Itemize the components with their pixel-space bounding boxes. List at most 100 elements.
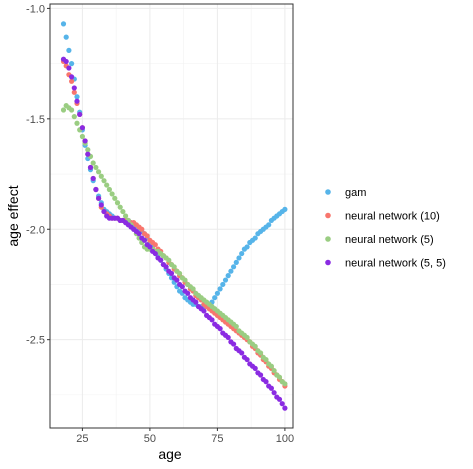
data-point — [96, 195, 102, 201]
data-point — [98, 202, 104, 208]
data-point — [136, 231, 142, 237]
data-point — [217, 326, 223, 332]
data-point — [225, 334, 231, 341]
x-tick-label: 25 — [76, 433, 88, 445]
data-point — [222, 277, 229, 283]
data-point — [171, 264, 177, 270]
data-point — [152, 242, 158, 248]
data-point — [101, 208, 107, 215]
x-tick-label: 75 — [211, 433, 223, 445]
x-axis-title: age — [158, 446, 182, 462]
data-point — [268, 363, 274, 369]
data-point — [96, 169, 102, 175]
data-point — [244, 356, 250, 363]
data-point — [236, 255, 242, 261]
data-point — [282, 206, 288, 212]
data-point — [177, 270, 183, 277]
data-point — [263, 379, 269, 385]
legend-key — [325, 259, 331, 266]
legend: gam neural network (10) neural network (5)… — [325, 187, 446, 270]
data-point — [174, 277, 180, 283]
data-point — [63, 34, 69, 40]
y-axis: -1.0 -1.5 -2.0 -2.5 — [26, 3, 50, 347]
legend-key — [325, 189, 331, 195]
data-point — [144, 233, 150, 239]
x-tick-label: 100 — [276, 433, 294, 445]
data-point — [112, 195, 118, 201]
data-point — [268, 385, 274, 391]
data-point — [209, 317, 215, 323]
data-point — [239, 350, 245, 356]
data-point — [276, 396, 283, 402]
data-point — [79, 133, 85, 140]
data-point — [258, 350, 264, 356]
data-point — [271, 367, 277, 374]
y-tick-label: -1.0 — [26, 3, 45, 15]
data-point — [74, 94, 80, 100]
data-point — [252, 235, 258, 241]
data-point — [239, 250, 245, 257]
data-point — [71, 85, 77, 91]
data-point — [69, 61, 75, 67]
data-point — [233, 323, 239, 330]
data-point — [69, 74, 75, 80]
legend-label: gam — [345, 187, 366, 199]
series-points — [60, 56, 288, 411]
data-point — [201, 308, 207, 314]
data-point — [190, 286, 196, 292]
data-point — [185, 290, 191, 296]
data-point — [90, 175, 96, 182]
data-point — [93, 164, 99, 171]
data-point — [282, 405, 288, 411]
data-point — [263, 356, 269, 363]
data-point — [101, 178, 107, 184]
legend-label: neural network (10) — [345, 211, 440, 223]
data-point — [71, 114, 77, 120]
data-point — [98, 173, 104, 179]
y-axis-title: age effect — [5, 185, 21, 246]
data-point — [147, 244, 153, 250]
data-point — [271, 390, 277, 396]
data-point — [79, 125, 85, 131]
data-point — [244, 334, 250, 341]
x-tick-label: 50 — [144, 433, 156, 445]
data-point — [141, 237, 148, 243]
data-point — [71, 89, 77, 95]
y-tick-label: -1.5 — [26, 114, 45, 126]
legend-label: neural network (5) — [345, 234, 434, 246]
data-point — [231, 341, 237, 347]
data-point — [252, 343, 258, 349]
data-point — [109, 191, 115, 197]
data-point — [244, 244, 250, 250]
data-point — [77, 111, 83, 118]
data-point — [90, 160, 96, 166]
data-point — [85, 151, 91, 157]
y-tick-label: -2.5 — [26, 335, 45, 347]
data-point — [182, 277, 188, 283]
data-point — [69, 107, 75, 113]
data-point — [106, 186, 112, 193]
data-point — [85, 147, 91, 153]
data-point — [120, 208, 126, 215]
data-point — [217, 286, 223, 292]
data-point — [114, 200, 121, 206]
data-point — [228, 268, 234, 274]
data-point — [220, 281, 226, 288]
data-point — [60, 21, 67, 27]
data-point — [66, 47, 72, 53]
data-point — [74, 120, 80, 126]
data-point — [212, 295, 218, 301]
data-point — [225, 273, 231, 279]
data-point — [214, 290, 220, 296]
data-point — [231, 264, 237, 270]
legend-key — [325, 212, 331, 219]
data-point — [266, 222, 272, 228]
data-point — [123, 213, 129, 219]
data-point — [193, 299, 199, 305]
data-point — [139, 226, 145, 232]
data-point — [168, 270, 175, 277]
data-point — [158, 257, 164, 263]
y-tick-label: -2.0 — [26, 224, 45, 236]
data-point — [63, 58, 69, 65]
